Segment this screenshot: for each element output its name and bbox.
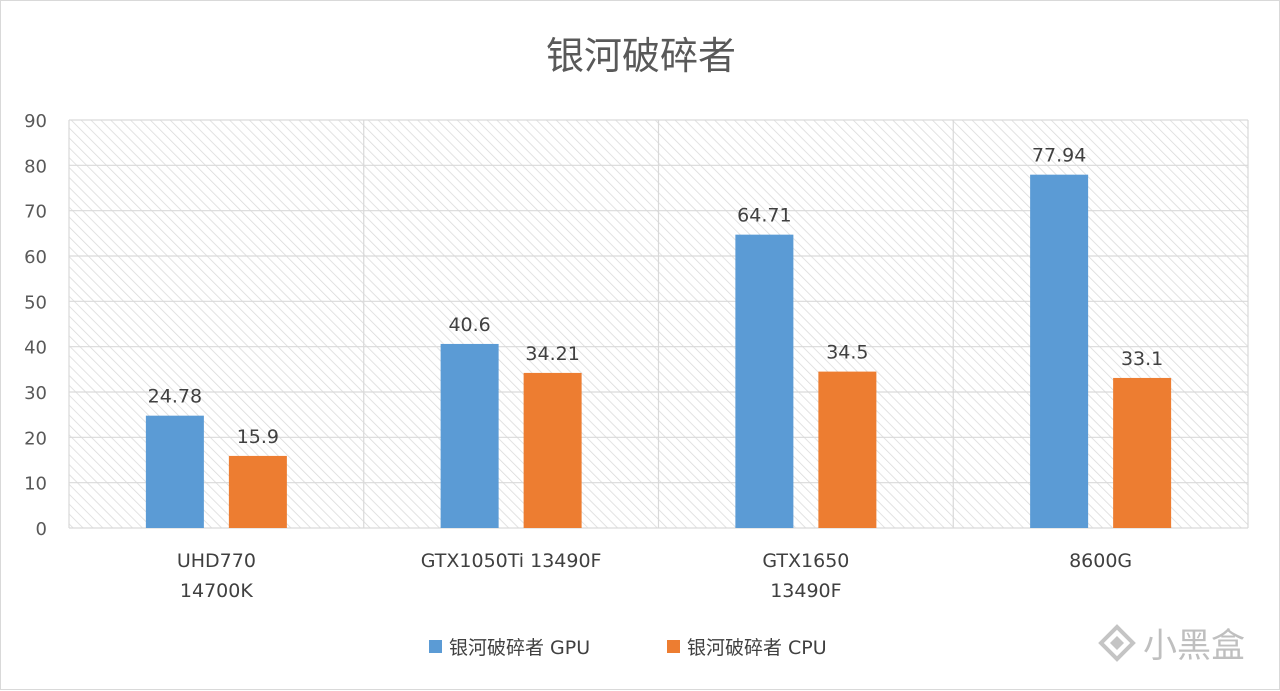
y-tick-label: 10 (24, 474, 47, 495)
data-label: 15.9 (237, 426, 279, 448)
y-tick-label: 60 (24, 247, 47, 268)
legend-label: 银河破碎者 CPU (687, 637, 827, 659)
data-label: 34.21 (525, 343, 579, 365)
data-label: 77.94 (1032, 145, 1086, 167)
data-label: 33.1 (1121, 348, 1163, 370)
data-label: 64.71 (737, 205, 791, 227)
legend-swatch (667, 640, 680, 653)
plot-area: 0 10 20 30 40 50 60 70 80 90 24.78 15.9 UHD770 14700K… (24, 111, 1249, 602)
y-tick-label: 50 (24, 292, 47, 313)
legend-label: 银河破碎者 GPU (449, 637, 590, 659)
bar (1030, 174, 1089, 528)
bar (440, 343, 499, 528)
bar (523, 372, 582, 528)
legend-swatch (429, 640, 442, 653)
data-label: 40.6 (448, 314, 490, 336)
heybox-logo-icon (1098, 624, 1136, 662)
x-tick-label: UHD770 (177, 550, 256, 572)
watermark: 小黑盒 (1098, 624, 1245, 666)
bar (818, 371, 877, 528)
bar (228, 455, 287, 528)
x-tick-label: 13490F (770, 580, 841, 602)
x-tick-label: GTX1650 (762, 550, 849, 572)
data-label: 34.5 (826, 342, 868, 364)
y-tick-label: 70 (24, 202, 47, 223)
bar (1113, 377, 1172, 528)
y-tick-label: 40 (24, 338, 47, 359)
watermark-text: 小黑盒 (1143, 626, 1245, 666)
bar (145, 415, 204, 528)
chart-title: 银河破碎者 (546, 34, 736, 78)
x-tick-label: 8600G (1069, 550, 1132, 572)
legend: 银河破碎者 GPU 银河破碎者 CPU (429, 637, 827, 659)
bar (735, 234, 794, 528)
y-tick-label: 0 (36, 519, 47, 540)
y-tick-label: 20 (24, 428, 47, 449)
x-tick-label: GTX1050Ti 13490F (421, 550, 602, 572)
x-tick-label: 14700K (180, 580, 253, 602)
y-tick-label: 90 (24, 111, 47, 132)
y-tick-label: 30 (24, 383, 47, 404)
data-label: 24.78 (148, 386, 202, 408)
y-tick-label: 80 (24, 156, 47, 177)
